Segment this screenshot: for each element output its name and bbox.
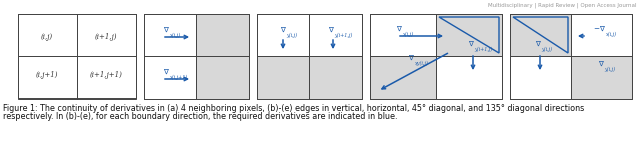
- Text: (i+1,j+1): (i+1,j+1): [90, 71, 122, 79]
- Text: (i+1,j): (i+1,j): [95, 33, 117, 41]
- Bar: [144, 56, 196, 99]
- Bar: [370, 14, 502, 99]
- Text: x(i,j): x(i,j): [606, 32, 617, 37]
- Bar: [18, 14, 77, 56]
- Text: Figure 1: The continuity of derivatives in (a) 4 neighboring pixels, (b)-(e) edg: Figure 1: The continuity of derivatives …: [3, 104, 584, 113]
- Bar: [309, 56, 362, 99]
- Text: $\nabla$: $\nabla$: [396, 25, 403, 33]
- Bar: [436, 56, 502, 99]
- Text: xy(i,j): xy(i,j): [415, 60, 428, 66]
- Bar: [144, 14, 196, 56]
- Bar: [18, 56, 77, 98]
- Text: (i,j): (i,j): [41, 33, 53, 41]
- Bar: [18, 14, 136, 99]
- Bar: [370, 56, 436, 99]
- Bar: [257, 56, 309, 99]
- Bar: [196, 56, 249, 99]
- Text: y(i,j): y(i,j): [541, 46, 552, 52]
- Bar: [77, 14, 136, 56]
- Text: respectively. In (b)-(e), for each boundary direction, the required derivatives : respectively. In (b)-(e), for each bound…: [3, 112, 397, 121]
- Text: $\nabla$: $\nabla$: [280, 26, 287, 34]
- Bar: [309, 14, 362, 56]
- Bar: [571, 14, 632, 56]
- Text: $\nabla$: $\nabla$: [408, 54, 415, 62]
- Bar: [77, 56, 136, 98]
- Bar: [196, 14, 249, 56]
- Text: $\nabla$: $\nabla$: [328, 26, 335, 34]
- Text: $\nabla$: $\nabla$: [163, 26, 170, 34]
- Text: y(i,j): y(i,j): [287, 33, 298, 38]
- Text: $-\nabla$: $-\nabla$: [593, 25, 605, 33]
- Text: $\nabla$: $\nabla$: [163, 68, 170, 76]
- Text: y(i,j): y(i,j): [605, 66, 616, 72]
- Bar: [510, 14, 632, 99]
- Bar: [510, 56, 571, 99]
- Bar: [436, 14, 502, 56]
- Text: $\nabla$: $\nabla$: [598, 60, 604, 68]
- Bar: [257, 14, 362, 99]
- Bar: [370, 14, 436, 56]
- Text: $\nabla$: $\nabla$: [534, 40, 541, 48]
- Text: y(i+1,j): y(i+1,j): [335, 33, 353, 38]
- Bar: [257, 14, 309, 56]
- Bar: [571, 56, 632, 99]
- Text: Multidisciplinary | Rapid Review | Open Access Journal: Multidisciplinary | Rapid Review | Open …: [488, 2, 637, 8]
- Text: x(i,j): x(i,j): [170, 33, 180, 38]
- Text: x(i,j+1): x(i,j+1): [170, 75, 188, 80]
- Text: x(i,j): x(i,j): [403, 32, 413, 37]
- Text: $\nabla$: $\nabla$: [468, 40, 474, 48]
- Bar: [510, 14, 571, 56]
- Bar: [144, 14, 249, 99]
- Text: y(i+1,j): y(i+1,j): [474, 46, 493, 52]
- Text: (i,j+1): (i,j+1): [36, 71, 58, 79]
